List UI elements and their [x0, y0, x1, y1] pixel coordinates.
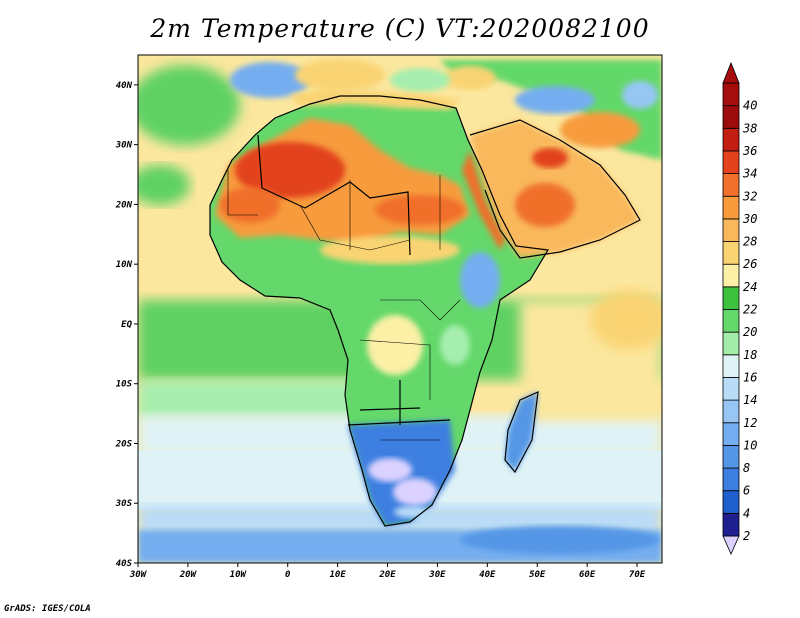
colorbar-box [722, 286, 740, 310]
colorbar-label: 32 [742, 189, 757, 203]
lat-label: 10S [116, 380, 133, 390]
lon-label: 60E [579, 570, 596, 580]
lon-label: 30E [428, 570, 446, 580]
colorbar-label: 38 [742, 121, 757, 135]
temperature-field [138, 55, 662, 563]
colorbar-box [722, 399, 740, 424]
colorbar-label: 36 [742, 144, 757, 158]
lon-label: 70E [629, 570, 646, 580]
lon-label: 10E [329, 570, 346, 580]
lon-label: 20W [179, 570, 198, 580]
colorbar-box [722, 354, 740, 378]
colorbar-box [722, 195, 740, 220]
colorbar-label: 24 [743, 280, 757, 294]
colorbar-label: 14 [743, 393, 757, 407]
colorbar-label: 2 [743, 529, 750, 543]
colorbar-label: 10 [743, 438, 757, 452]
colorbar-box [722, 105, 740, 129]
latitude-labels: 40N 30N 20N 10N EQ 10S 20S 30S 40S [115, 81, 138, 569]
colorbar-label: 16 [743, 370, 757, 384]
lon-label: 30W [129, 570, 148, 580]
lon-label: 40E [479, 570, 496, 580]
colorbar-box [722, 331, 740, 356]
lat-label: 40N [116, 81, 133, 91]
colorbar-box [722, 309, 740, 333]
colorbar-label: 28 [743, 235, 757, 249]
map-frame [137, 54, 663, 564]
colorbar-box [722, 218, 740, 242]
lat-label: 20S [115, 439, 133, 449]
longitude-labels: 30W 20W 10W 0 10E 20E 30E 40E 50E 60E 70E [129, 563, 646, 580]
map-title: 2m Temperature (C) VT:2020082100 [150, 14, 650, 43]
colorbar-label: 12 [743, 416, 757, 430]
colorbar-box [722, 512, 740, 537]
colorbar-box [722, 467, 740, 492]
colorbar-box [722, 173, 740, 197]
lat-label: 10N [116, 260, 133, 270]
lat-label: 40S [116, 559, 133, 569]
colorbar-high-arrow [722, 61, 740, 84]
lon-label: 50E [529, 570, 546, 580]
colorbar-label: 30 [742, 212, 757, 226]
country-borders [227, 170, 461, 441]
colorbar-label: 26 [743, 257, 757, 271]
colorbar-label: 40 [743, 99, 757, 113]
colorbar-label: 18 [743, 348, 757, 362]
colorbar-label: 6 [743, 484, 750, 498]
colorbar-low-arrow [722, 535, 740, 555]
colorbar-label: 34 [742, 167, 757, 181]
colorbar-box [722, 127, 740, 152]
colorbar-label: 4 [743, 506, 750, 520]
colorbar-label: 22 [743, 303, 757, 317]
lon-label: 20E [378, 570, 396, 580]
lat-label: EQ [121, 320, 132, 330]
lon-label: 10W [230, 570, 248, 580]
colorbar-label: 20 [743, 325, 757, 339]
lon-label: 0 [285, 570, 291, 580]
colorbar-box [722, 241, 740, 265]
colorbar-label: 8 [743, 461, 750, 475]
lat-label: 30N [115, 141, 133, 151]
credit-text: GrADS: IGES/COLA [4, 604, 91, 614]
colorbar-box [722, 150, 740, 174]
colorbar-box [722, 444, 740, 469]
colorbar-box [722, 490, 740, 514]
colorbar-box [722, 422, 740, 446]
colorbar-box [722, 377, 740, 401]
lat-label: 20N [115, 200, 133, 210]
colorbar-box [722, 263, 740, 288]
colorbar-box [722, 82, 740, 107]
lat-label: 30S [115, 499, 133, 509]
